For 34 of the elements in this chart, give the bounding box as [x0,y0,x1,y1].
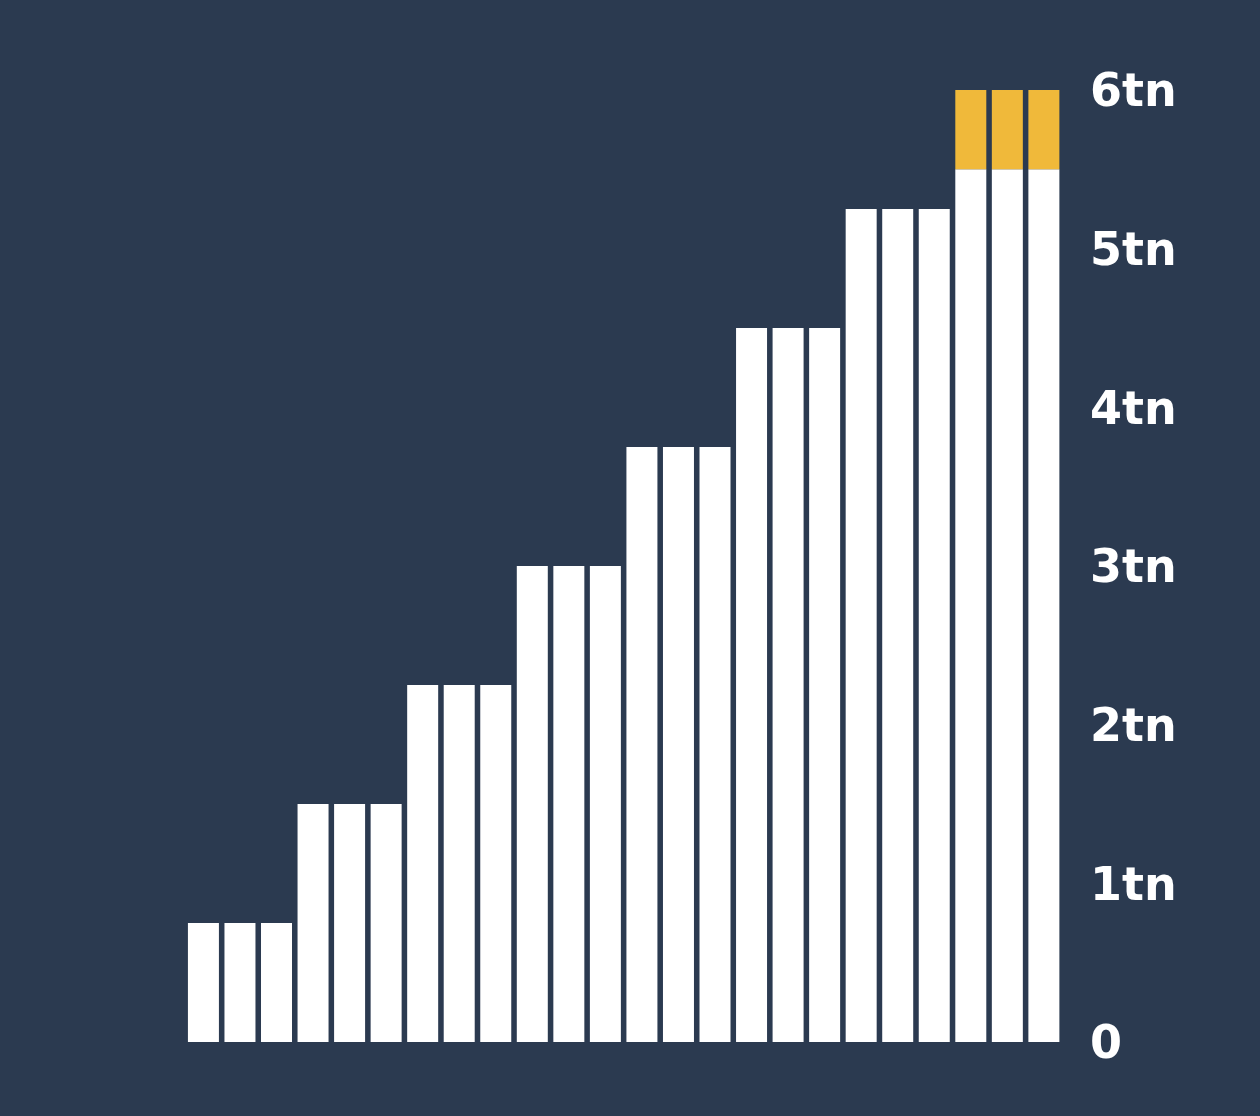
y-tick-label: 1tn [1090,856,1177,911]
y-tick-label: 5tn [1090,222,1177,276]
bar [991,169,1023,1042]
bar [224,923,256,1042]
bar [699,447,731,1042]
bar [553,566,585,1042]
bar [809,328,841,1042]
bar [407,685,439,1042]
bar [955,90,987,170]
bar [991,90,1023,170]
bar [480,685,512,1042]
bar [261,923,293,1042]
bar [626,447,658,1042]
y-tick-label: 2tn [1090,698,1177,752]
bar [845,209,877,1042]
bar [1028,90,1060,170]
bar [918,209,950,1042]
bar [589,566,621,1042]
bar [772,328,804,1042]
y-tick-label: 0 [1090,1015,1123,1070]
bar [662,447,694,1042]
bar [370,804,402,1042]
bar [736,328,768,1042]
y-tick-label: 6tn [1090,63,1177,118]
y-tick-label: 3tn [1090,539,1177,594]
bar [443,685,475,1042]
bar [187,923,219,1042]
y-tick-label: 4tn [1090,380,1177,435]
bar [297,804,329,1042]
bar [1028,169,1060,1042]
bar [334,804,366,1042]
bar [516,566,548,1042]
bar [882,209,914,1042]
bar [955,169,987,1042]
